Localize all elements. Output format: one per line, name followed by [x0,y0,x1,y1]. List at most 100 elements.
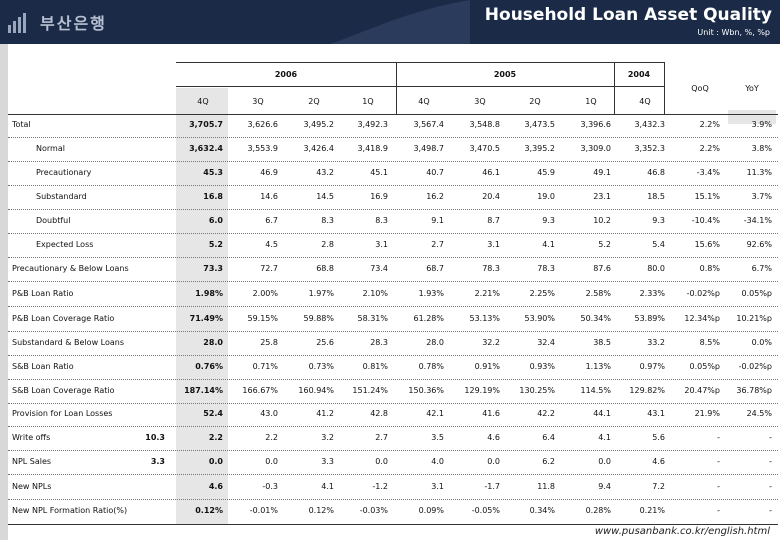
table-cell: 130.25% [519,386,555,395]
bank-logo: 부산은행 [8,9,107,35]
table-cell: 12.34%p [684,314,720,323]
row-separator [8,379,778,380]
quarter-header: 4Q [639,97,651,106]
table-cell: 0.91% [474,362,500,371]
table-cell: 0.76% [195,362,223,371]
table-cell: 3.8% [751,144,772,153]
table-cell: 73.3 [203,264,223,273]
table-cell: 4.0 [431,457,444,466]
table-cell: 28.3 [370,338,388,347]
table-cell: - [769,457,772,466]
table-cell: 0.0 [208,457,223,466]
table-cell: 2.21% [474,289,500,298]
table-cell: 0.8% [699,264,720,273]
table-cell: 33.2 [647,338,665,347]
qoq-divider [664,62,665,114]
year-divider-1 [396,62,397,114]
table-cell: 3.1 [431,482,444,491]
table-cell: 3,492.3 [357,120,388,129]
table-cell: -0.03% [359,506,388,515]
table-cell: 42.1 [426,409,444,418]
table-cell: 5.2 [598,240,611,249]
table-cell: 6.7 [265,216,278,225]
table-cell: 0.93% [529,362,555,371]
table-cell: 45.3 [203,168,223,177]
table-cell: 9.3 [542,216,555,225]
row-extra-value: 3.3 [150,457,165,466]
table-cell: 114.5% [580,386,611,395]
table-cell: -0.3 [262,482,278,491]
row-label: Provision for Loan Losses [12,409,113,418]
table-cell: 3,705.7 [189,120,223,129]
table-cell: 3.1 [375,240,388,249]
row-separator [8,450,778,451]
table-cell: 11.8 [537,482,555,491]
table-cell: 68.7 [426,264,444,273]
table-cell: 4.6 [487,433,500,442]
header-bottom-rule [8,114,778,115]
row-separator [8,426,778,427]
table-cell: 58.31% [357,314,388,323]
quarter-header: 1Q [362,97,374,106]
table-cell: - [769,482,772,491]
table-cell: 3,548.8 [469,120,500,129]
row-label: P&B Loan Coverage Ratio [12,314,115,323]
table-cell: 4.6 [208,482,223,491]
table-cell: 20.4 [482,192,500,201]
table-cell: 2.2 [208,433,223,442]
table-cell: 2.00% [252,289,278,298]
table-cell: 1.98% [195,289,223,298]
table-cell: -0.05% [471,506,500,515]
table-cell: 1.13% [585,362,611,371]
bank-name: 부산은행 [40,14,107,33]
table-cell: 25.6 [316,338,334,347]
table-cell: 11.3% [746,168,772,177]
table-cell: 9.3 [652,216,665,225]
table-cell: - [717,482,720,491]
table-cell: 20.47%p [684,386,720,395]
table-cell: 2.7 [375,433,388,442]
table-cell: - [769,433,772,442]
table-cell: 78.3 [537,264,555,273]
year-header: 2004 [627,70,651,79]
table-cell: 6.7% [751,264,772,273]
table-cell: -0.02%p [686,289,720,298]
year-divider-2 [614,62,615,114]
table-cell: 4.6 [652,457,665,466]
table-cell: 45.9 [537,168,555,177]
table-cell: 3.7% [751,192,772,201]
table-cell: 14.5 [316,192,334,201]
table-cell: 0.05%p [689,362,721,371]
table-cell: 50.34% [580,314,611,323]
row-label: S&B Loan Coverage Ratio [12,386,115,395]
row-separator [8,331,778,332]
row-separator [8,257,778,258]
row-separator [8,161,778,162]
table-cell: 41.6 [482,409,500,418]
table-cell: 3.3 [321,457,334,466]
table-cell: 2.2% [699,120,720,129]
table-cell: 3.9% [751,120,772,129]
row-separator [8,474,778,475]
table-cell: 8.3 [375,216,388,225]
table-cell: 4.5 [265,240,278,249]
table-cell: 24.5% [746,409,772,418]
table-cell: 43.2 [316,168,334,177]
table-cell: 21.9% [694,409,720,418]
table-cell: 2.7 [431,240,444,249]
shade-yoy [728,110,776,124]
table-cell: - [717,433,720,442]
table-cell: 3,626.6 [247,120,278,129]
footer-url[interactable]: www.pusanbank.co.kr/english.html [594,526,770,537]
yoy-header: YoY [745,84,759,93]
table-cell: 0.81% [362,362,388,371]
header-top-rule [176,62,664,63]
table-cell: 32.2 [482,338,500,347]
table-cell: 45.1 [370,168,388,177]
table-cell: 0.71% [252,362,278,371]
table-cell: 9.4 [598,482,611,491]
table-cell: -0.02%p [738,362,772,371]
table-cell: 187.14% [184,386,223,395]
table-cell: 0.0% [751,338,772,347]
